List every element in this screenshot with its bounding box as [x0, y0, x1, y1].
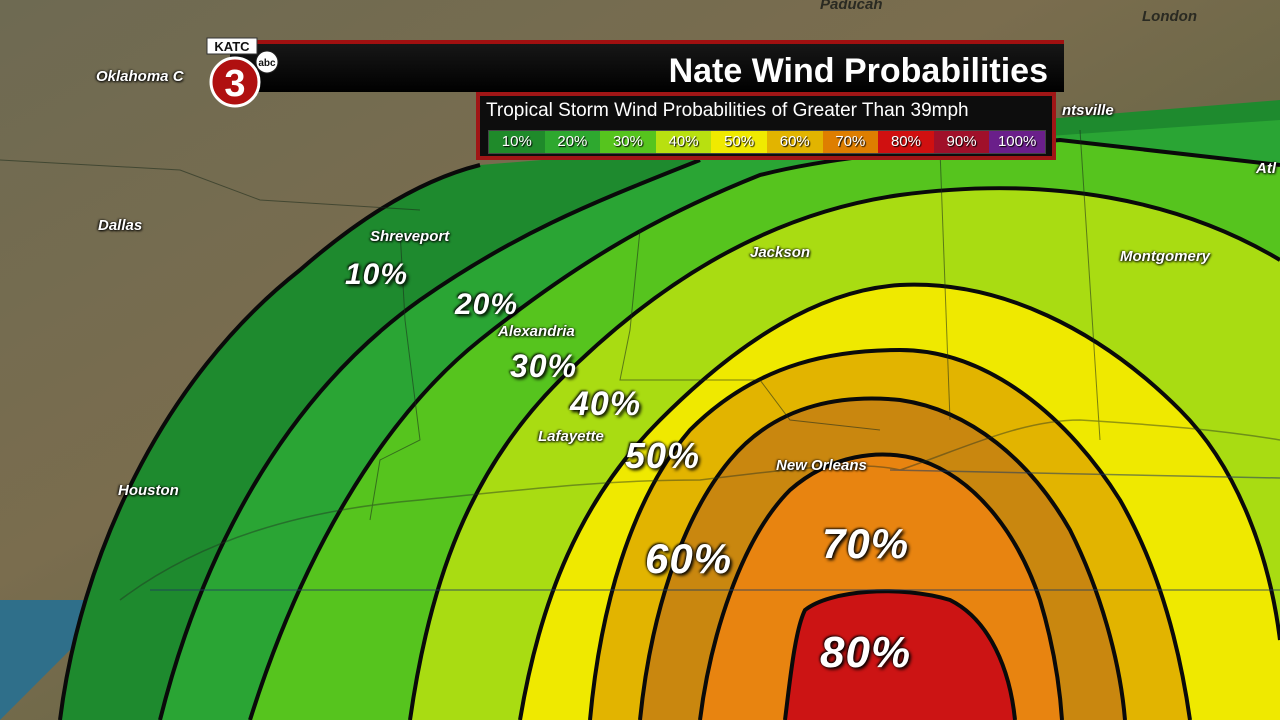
contour-label-50: 50%	[625, 435, 701, 476]
city-shreveport: Shreveport	[370, 228, 450, 245]
contour-label-40: 40%	[570, 385, 642, 423]
abc-icon	[255, 50, 279, 74]
city-jackson: Jackson	[750, 244, 811, 261]
city-atlanta: Atl	[1256, 160, 1276, 177]
city-huntsville: ntsville	[1062, 102, 1114, 119]
city-paducah: Paducah	[820, 0, 883, 13]
contour-label-30: 30%	[510, 348, 578, 384]
contour-10	[58, 163, 481, 720]
state-line-ms-al	[939, 149, 951, 421]
title-bar: Nate Wind Probabilities	[230, 40, 1064, 92]
city-houston: Houston	[118, 482, 179, 499]
contour-label-10: 10%	[345, 258, 409, 291]
city-new-orleans: New Orleans	[776, 457, 867, 474]
contour-label-70: 70%	[822, 520, 910, 567]
legend-item: 90%	[933, 131, 990, 153]
page-title: Nate Wind Probabilities	[668, 52, 1048, 90]
contour-65	[638, 396, 1127, 720]
legend-item: 20%	[544, 131, 601, 153]
contour-80	[783, 589, 1017, 720]
logo-station-text: KATC	[214, 39, 250, 54]
state-line-tx-la	[369, 229, 421, 521]
contour-70	[698, 452, 1064, 720]
logo-circle	[209, 56, 261, 108]
city-montgomery: Montgomery	[1120, 248, 1210, 265]
contour-40	[408, 186, 1280, 720]
legend-item: 100%	[989, 131, 1045, 153]
legend-item: 80%	[878, 131, 934, 153]
city-alexandria: Alexandria	[498, 323, 575, 340]
logo-network-text: abc	[258, 58, 276, 69]
legend-item: 40%	[655, 131, 712, 153]
legend-color-bar: 10% 20% 30% 40% 50% 60% 70% 80% 90% 100%	[488, 130, 1046, 154]
legend-item: 50%	[711, 131, 767, 153]
contour-60	[588, 347, 1192, 720]
city-oklahoma-city: Oklahoma C	[96, 68, 184, 85]
contour-50	[518, 282, 1280, 720]
legend-item: 70%	[822, 131, 879, 153]
legend-title: Tropical Storm Wind Probabilities of Gre…	[486, 100, 969, 121]
band-80	[785, 591, 1015, 720]
legend-item: 30%	[600, 131, 656, 153]
coast-line	[119, 419, 1280, 601]
contour-label-20: 20%	[455, 288, 519, 321]
state-line-la-ms	[619, 229, 881, 431]
legend-item: 60%	[766, 131, 823, 153]
city-london: London	[1142, 8, 1197, 25]
logo-badge	[206, 37, 258, 55]
state-line-al-ga	[1079, 129, 1101, 441]
legend-item: 10%	[489, 131, 545, 153]
lon-line	[889, 469, 1280, 479]
probability-legend: Tropical Storm Wind Probabilities of Gre…	[476, 92, 1056, 160]
station-logo: KATC 3 abc	[206, 37, 279, 108]
state-line-tx-ok	[0, 159, 421, 211]
contour-label-60: 60%	[645, 535, 733, 582]
city-dallas: Dallas	[98, 217, 143, 234]
city-lafayette: Lafayette	[538, 428, 604, 445]
logo-channel-text: 3	[224, 63, 245, 105]
contour-20	[158, 158, 701, 720]
contour-label-80: 80%	[820, 628, 912, 677]
